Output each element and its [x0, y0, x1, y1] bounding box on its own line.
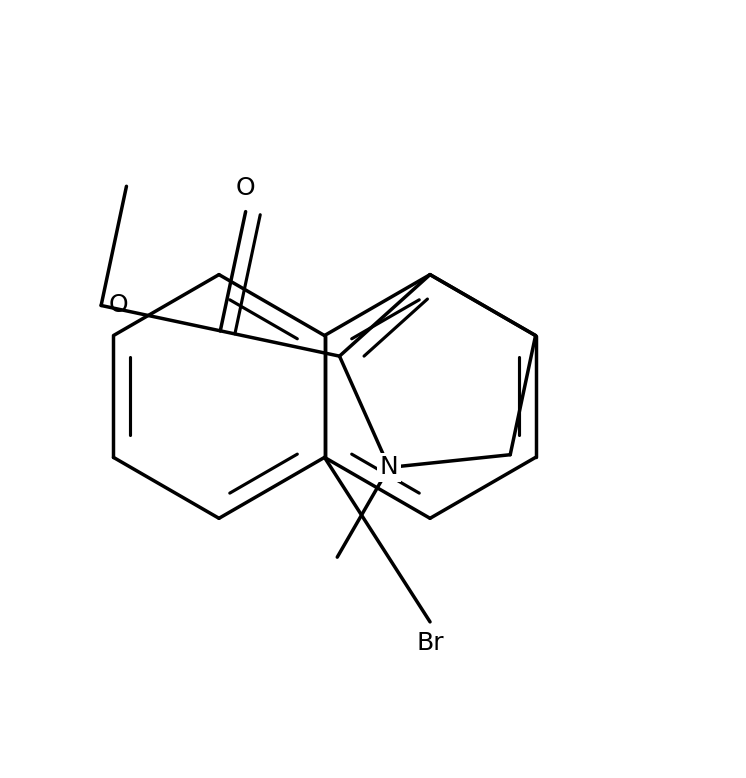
- Text: Br: Br: [416, 631, 444, 655]
- Text: O: O: [109, 293, 128, 317]
- Text: O: O: [236, 177, 255, 201]
- Text: N: N: [380, 455, 398, 479]
